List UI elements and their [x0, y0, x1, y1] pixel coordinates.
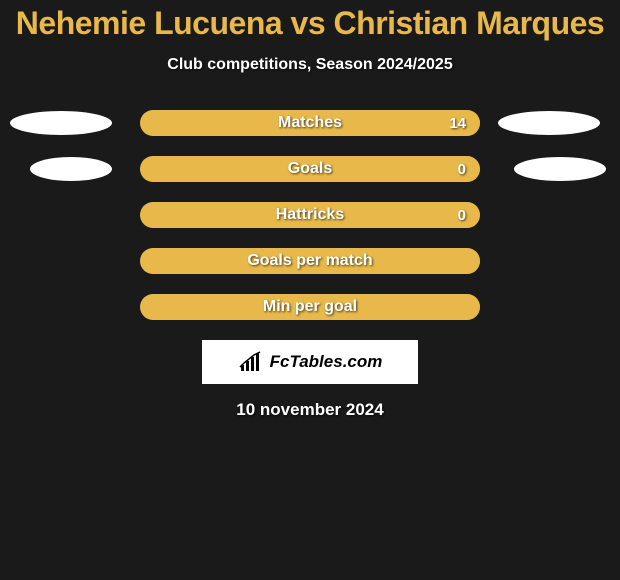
stat-bar-value: 14	[449, 110, 466, 136]
stat-bar-label: Matches	[140, 110, 480, 136]
stat-row-hattricks: Hattricks 0	[0, 202, 620, 228]
stat-bar-value: 0	[458, 156, 466, 182]
stat-bar-value: 0	[458, 202, 466, 228]
stat-bar-label: Min per goal	[140, 294, 480, 320]
stat-bar-label: Goals	[140, 156, 480, 182]
stat-row-matches: Matches 14	[0, 110, 620, 136]
logo-box: FcTables.com	[202, 340, 418, 384]
logo-text: FcTables.com	[270, 352, 383, 372]
right-value-ellipse	[498, 111, 600, 135]
stat-bar: Goals per match	[140, 248, 480, 274]
stat-rows: Matches 14 Goals 0 Hattricks 0	[0, 110, 620, 320]
stat-row-goals-per-match: Goals per match	[0, 248, 620, 274]
left-value-ellipse	[30, 157, 112, 181]
stat-bar: Hattricks 0	[140, 202, 480, 228]
footer-date: 10 november 2024	[236, 400, 383, 420]
stat-bar: Goals 0	[140, 156, 480, 182]
page-title: Nehemie Lucuena vs Christian Marques	[16, 4, 604, 42]
infographic-container: Nehemie Lucuena vs Christian Marques Clu…	[0, 0, 620, 420]
stat-bar: Min per goal	[140, 294, 480, 320]
stat-bar: Matches 14	[140, 110, 480, 136]
page-subtitle: Club competitions, Season 2024/2025	[167, 56, 452, 74]
left-value-ellipse	[10, 111, 112, 135]
right-value-ellipse	[514, 157, 606, 181]
stat-row-min-per-goal: Min per goal	[0, 294, 620, 320]
stat-bar-label: Hattricks	[140, 202, 480, 228]
stat-row-goals: Goals 0	[0, 156, 620, 182]
chart-icon	[238, 351, 264, 373]
stat-bar-label: Goals per match	[140, 248, 480, 274]
